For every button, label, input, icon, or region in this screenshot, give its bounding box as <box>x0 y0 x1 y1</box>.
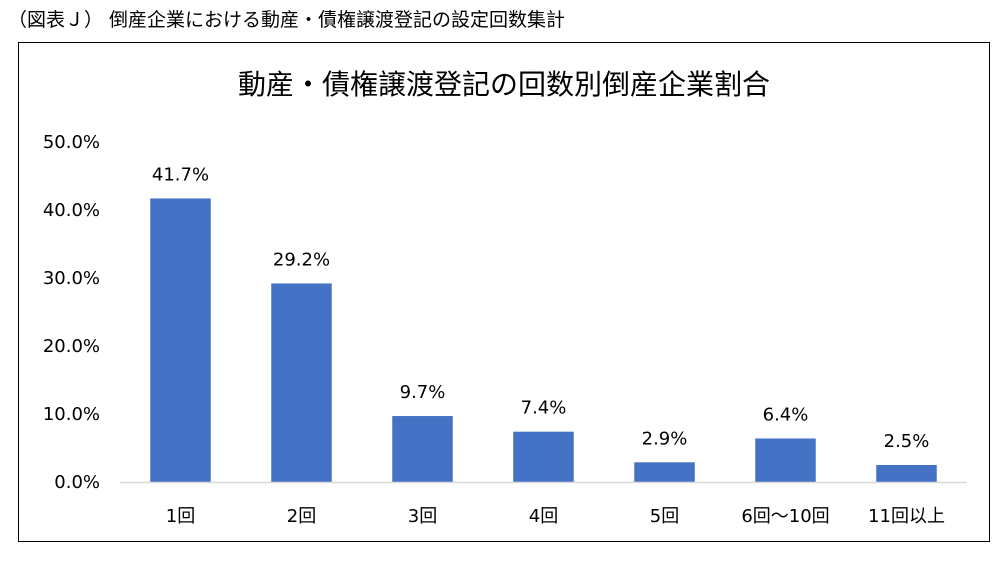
chart-title: 動産・債権譲渡登記の回数別倒産企業割合 <box>237 68 770 101</box>
bar <box>513 431 574 482</box>
y-axis-tick-labels: 0.0% 10.0% 20.0% 30.0% 40.0% 50.0% <box>43 132 100 493</box>
x-tick-label: 11回以上 <box>868 506 945 527</box>
y-tick-label: 40.0% <box>43 200 100 221</box>
y-tick-label: 0.0% <box>54 472 100 493</box>
data-label: 41.7% <box>152 164 209 185</box>
y-tick-label: 30.0% <box>43 268 100 289</box>
data-label: 7.4% <box>521 398 567 419</box>
x-axis-tick-labels: 1回 2回 3回 4回 5回 6回～10回 11回以上 <box>166 506 945 527</box>
x-tick-label: 5回 <box>650 506 679 527</box>
figure-caption: （図表Ｊ） 倒産企業における動産・債権譲渡登記の設定回数集計 <box>8 9 566 31</box>
y-tick-label: 50.0% <box>43 132 100 153</box>
y-tick-label: 20.0% <box>43 336 100 357</box>
bar <box>392 416 453 482</box>
data-labels-group: 41.7% 29.2% 9.7% 7.4% 2.9% 6.4% 2.5% <box>152 164 929 452</box>
x-tick-label: 3回 <box>408 506 437 527</box>
x-tick-label: 1回 <box>166 506 195 527</box>
data-label: 6.4% <box>763 404 809 425</box>
data-label: 29.2% <box>273 249 330 270</box>
chart-frame: 動産・債権譲渡登記の回数別倒産企業割合 <box>18 42 990 542</box>
x-tick-label: 2回 <box>287 506 316 527</box>
bar <box>634 462 695 482</box>
bar <box>271 283 332 482</box>
data-label: 2.5% <box>884 431 930 452</box>
data-label: 9.7% <box>400 382 446 403</box>
y-tick-label: 10.0% <box>43 404 100 425</box>
bar <box>150 198 211 482</box>
bar <box>876 465 937 482</box>
data-label: 2.9% <box>642 428 688 449</box>
x-tick-label: 4回 <box>529 506 558 527</box>
bar <box>755 438 816 482</box>
x-tick-label: 6回～10回 <box>741 506 829 527</box>
bars-group <box>150 198 937 482</box>
